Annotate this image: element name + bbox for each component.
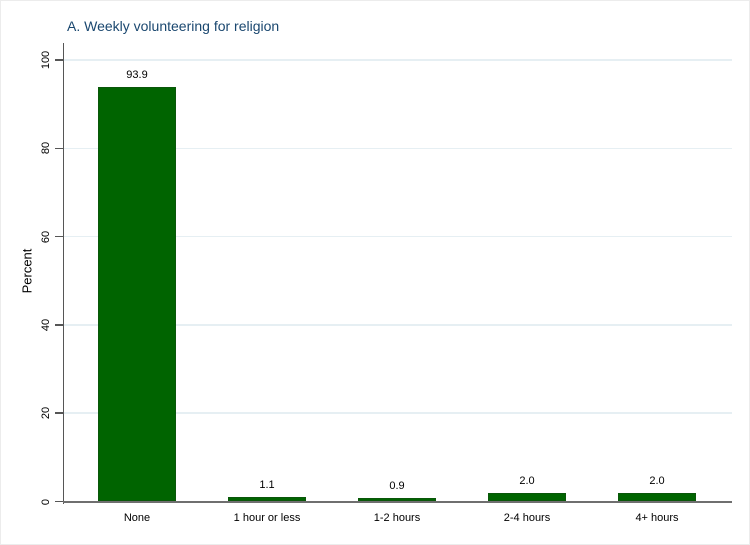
bar-value-label-3: 2.0	[519, 474, 535, 487]
y-tick-label-60: 60	[40, 230, 52, 243]
y-tick-40	[54, 324, 63, 326]
y-axis-line	[62, 43, 64, 504]
bar-value-label-2: 0.9	[389, 479, 405, 492]
bar-3	[488, 492, 566, 502]
gridline-80	[64, 147, 732, 150]
bar-1	[228, 496, 306, 502]
y-tick-60	[54, 235, 63, 238]
bar-value-label-4: 2.0	[649, 474, 665, 487]
y-tick-label-0: 0	[40, 498, 52, 505]
bar-0	[98, 86, 176, 502]
chart-title: A. Weekly volunteering for religion	[67, 18, 280, 34]
y-tick-label-40: 40	[40, 318, 52, 332]
bar-value-label-1: 1.1	[259, 478, 275, 491]
y-tick-0	[54, 500, 63, 503]
bar-4	[618, 492, 696, 502]
y-tick-80	[54, 147, 63, 150]
gridline-40	[64, 324, 732, 326]
y-tick-label-100: 100	[40, 50, 52, 70]
bar-value-label-0: 93.9	[126, 68, 148, 81]
gridline-60	[64, 235, 732, 238]
gridline-20	[64, 412, 732, 414]
x-category-label-1: 1 hour or less	[233, 512, 301, 524]
bar-2	[358, 497, 436, 502]
x-category-label-2: 1-2 hours	[373, 512, 421, 524]
gridline-100	[64, 59, 732, 61]
x-axis-line	[62, 500, 732, 503]
x-category-label-4: 4+ hours	[635, 512, 679, 524]
x-category-label-0: None	[123, 512, 151, 524]
y-tick-label-80: 80	[40, 142, 52, 155]
y-tick-20	[54, 412, 63, 414]
x-category-label-3: 2-4 hours	[503, 512, 551, 524]
y-tick-label-20: 20	[40, 407, 52, 420]
y-tick-100	[54, 59, 63, 61]
